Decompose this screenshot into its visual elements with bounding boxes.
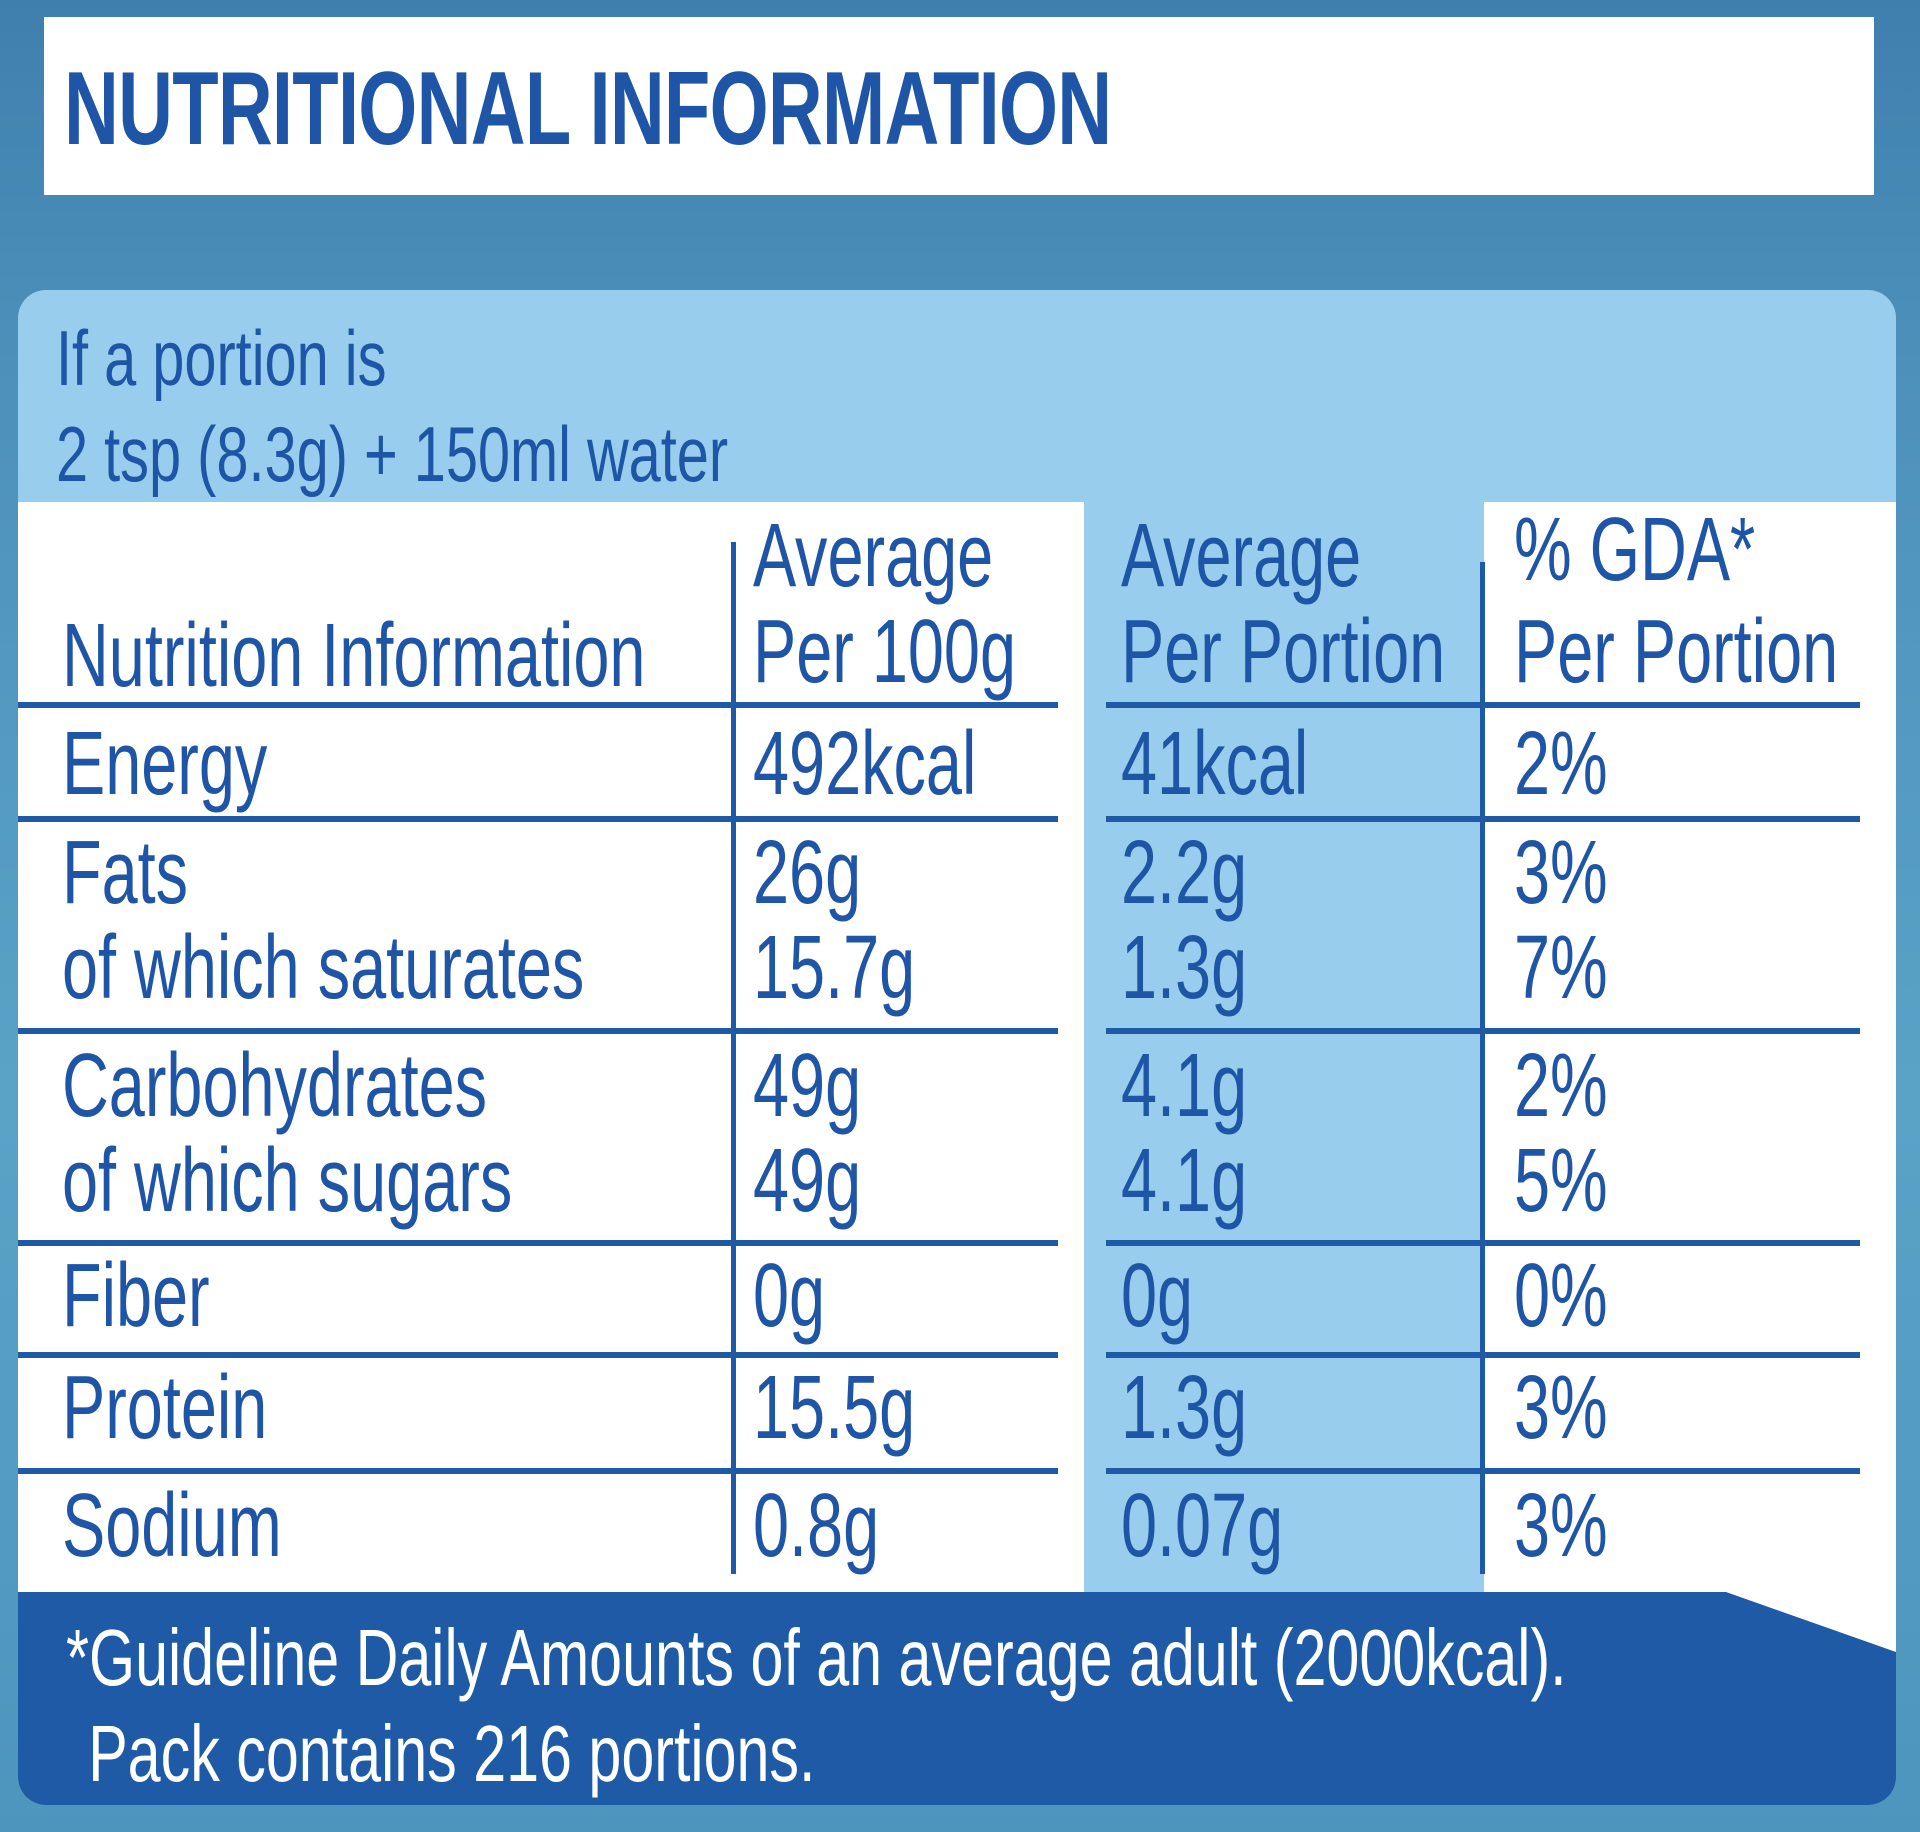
perportion-sodium: 0.07g (1121, 1476, 1284, 1576)
gda-carbohydrates: 2% (1514, 1036, 1608, 1136)
portion-line-1: If a portion is (56, 314, 387, 402)
per100-energy: 492kcal (753, 714, 977, 814)
header-per100-line1: Average (753, 506, 994, 606)
portion-description: If a portion is 2 tsp (8.3g) + 150ml wat… (56, 310, 728, 502)
per100-fiber: 0g (753, 1246, 826, 1346)
gda-fiber: 0% (1514, 1246, 1608, 1346)
header-gda-line2: Per Portion (1514, 602, 1839, 702)
gda-protein: 3% (1514, 1358, 1608, 1458)
gda-sugars: 5% (1514, 1131, 1608, 1231)
per100-sugars: 49g (753, 1131, 862, 1231)
gda-fats: 3% (1514, 823, 1608, 923)
header-perportion-line2: Per Portion (1121, 602, 1446, 702)
nutrient-fiber: Fiber (62, 1246, 210, 1346)
table-portion-column (1084, 502, 1460, 1634)
per100-protein: 15.5g (753, 1358, 916, 1458)
footer-note: *Guideline Daily Amounts of an average a… (66, 1610, 1567, 1802)
per100-carbohydrates: 49g (753, 1036, 862, 1136)
nutrient-fats: Fats (62, 823, 189, 923)
row-divider (18, 702, 1058, 708)
page-title: NUTRITIONAL INFORMATION (64, 51, 1112, 167)
gda-saturates: 7% (1514, 918, 1608, 1018)
table-gda-column (1484, 502, 1896, 1634)
nutrient-sugars: of which sugars (62, 1131, 513, 1231)
nutrient-protein: Protein (62, 1358, 268, 1458)
perportion-fiber: 0g (1121, 1246, 1194, 1346)
gda-energy: 2% (1514, 714, 1608, 814)
perportion-saturates: 1.3g (1121, 918, 1248, 1018)
nutrient-energy: Energy (62, 714, 268, 814)
header-gda-line1: % GDA* (1514, 500, 1756, 600)
table-left-area (18, 502, 1084, 1634)
row-divider (18, 1240, 1058, 1246)
perportion-fats: 2.2g (1121, 823, 1248, 923)
footer-line-2: Pack contains 216 portions. (88, 1709, 816, 1798)
header-nutrient: Nutrition Information (62, 606, 646, 706)
perportion-sugars: 4.1g (1121, 1131, 1248, 1231)
perportion-carbohydrates: 4.1g (1121, 1036, 1248, 1136)
perportion-energy: 41kcal (1121, 714, 1309, 814)
footer-band (18, 1592, 1896, 1805)
gda-sodium: 3% (1514, 1476, 1608, 1576)
row-divider (18, 1468, 1058, 1474)
header-perportion-line1: Average (1121, 506, 1362, 606)
nutrient-saturates: of which saturates (62, 918, 585, 1018)
footer-line-1: *Guideline Daily Amounts of an average a… (66, 1613, 1567, 1702)
per100-saturates: 15.7g (753, 918, 916, 1018)
header-per100-line2: Per 100g (753, 602, 1017, 702)
nutrient-carbohydrates: Carbohydrates (62, 1036, 488, 1136)
perportion-protein: 1.3g (1121, 1358, 1248, 1458)
row-divider (18, 1352, 1058, 1358)
row-divider (18, 1028, 1058, 1034)
title-box: NUTRITIONAL INFORMATION (44, 17, 1874, 195)
column-divider (731, 542, 736, 1574)
nutrient-sodium: Sodium (62, 1476, 282, 1576)
footer-notch (1726, 1592, 1896, 1652)
per100-sodium: 0.8g (753, 1476, 880, 1576)
row-divider (18, 816, 1058, 822)
column-divider (1480, 562, 1485, 1574)
per100-fats: 26g (753, 823, 862, 923)
nutrition-panel: If a portion is 2 tsp (8.3g) + 150ml wat… (18, 290, 1896, 1805)
portion-line-2: 2 tsp (8.3g) + 150ml water (56, 410, 729, 498)
